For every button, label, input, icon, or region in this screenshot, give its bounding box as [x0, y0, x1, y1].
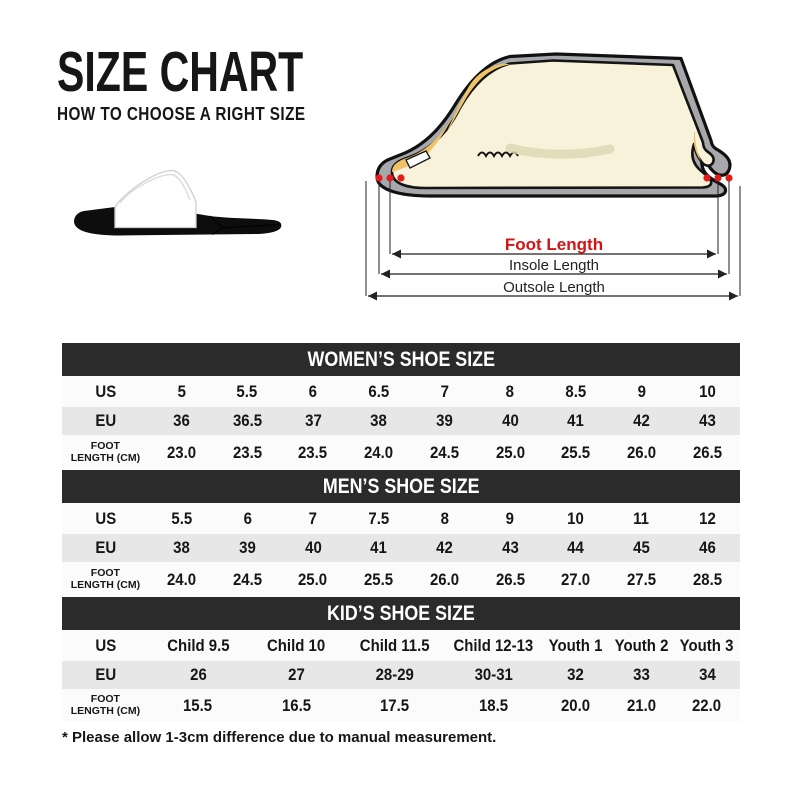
svg-text:Outsole Length: Outsole Length — [503, 279, 605, 296]
svg-text:Foot Length: Foot Length — [505, 235, 603, 254]
svg-text:Insole Length: Insole Length — [509, 257, 599, 274]
